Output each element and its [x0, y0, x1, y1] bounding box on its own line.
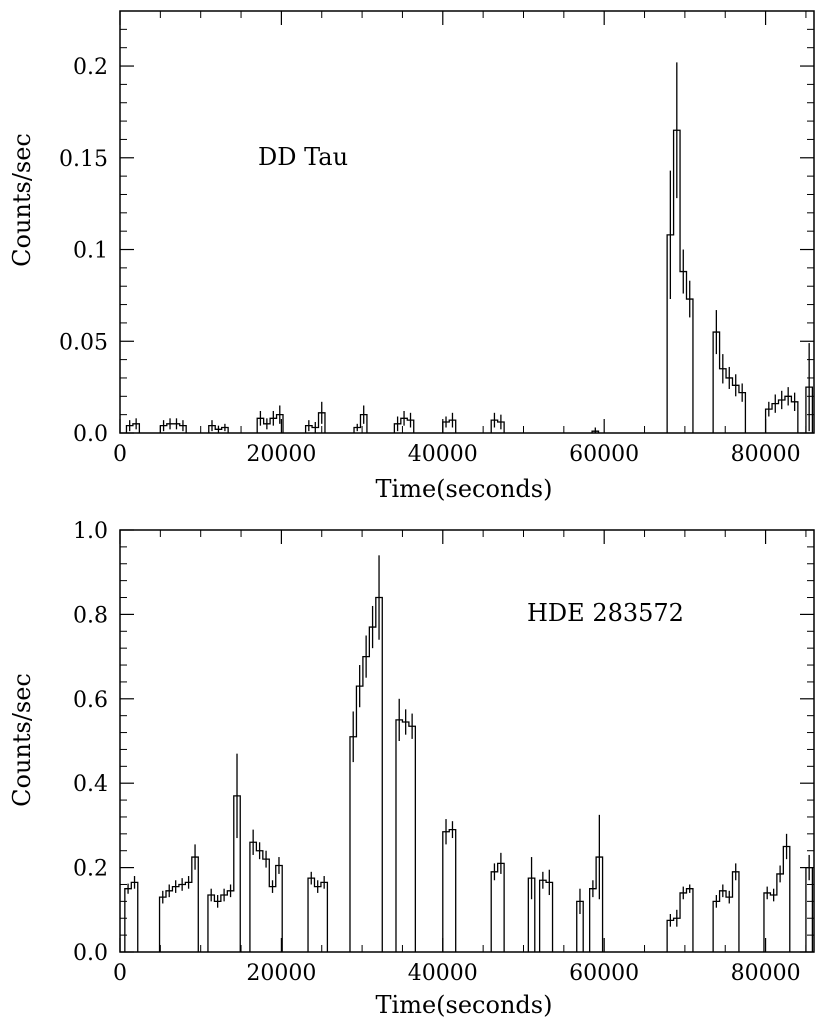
- step-segment: [207, 795, 241, 952]
- step-segment: [395, 719, 417, 952]
- y-tick-label: 0.2: [73, 857, 108, 882]
- step-segment: [712, 871, 740, 952]
- panel-dd-tau: 0 20000 40000 60000 80000 0.0 0.05 0.1 0.15 0.2 D…: [8, 10, 815, 503]
- step-segment: [442, 419, 457, 433]
- x-tick-label: 80000: [731, 442, 801, 467]
- x-tick-label: 60000: [569, 442, 639, 467]
- source-label: HDE 283572: [527, 599, 684, 627]
- x-tick-label: 0: [113, 442, 127, 467]
- x-tick-label: 80000: [731, 961, 801, 986]
- y-tick-label: 0.05: [59, 330, 108, 355]
- y-axis-label: Counts/sec: [8, 673, 36, 807]
- step-segment: [589, 856, 604, 952]
- source-label: DD Tau: [258, 143, 348, 171]
- x-axis-label: Time(seconds): [376, 475, 553, 503]
- step-segment: [124, 881, 139, 952]
- x-axis-label: Time(seconds): [376, 991, 553, 1019]
- panel-hde-283572: 0 20000 40000 60000 800000.00.20.40.60.81.0 …: [8, 519, 815, 1019]
- step-segment: [158, 856, 199, 952]
- y-tick-label: 0.15: [59, 147, 108, 172]
- y-tick-label: 0.1: [73, 239, 108, 264]
- x-tick-label: 40000: [408, 961, 478, 986]
- x-tick-label: 40000: [408, 442, 478, 467]
- x-tick-label: 0: [113, 961, 127, 986]
- y-tick-label: 0.8: [73, 603, 108, 628]
- step-segment: [125, 423, 141, 433]
- x-tick-label: 20000: [246, 442, 316, 467]
- tick-labels: 0 20000 40000 60000 80000 0.0 0.05 0.1 0.15 0.2: [59, 55, 801, 467]
- y-tick-label: 0.6: [73, 688, 108, 713]
- x-tick-label: 60000: [569, 961, 639, 986]
- light-curve: [124, 555, 814, 952]
- tick-marks: [119, 10, 814, 434]
- x-tick-label: 20000: [246, 961, 316, 986]
- y-tick-label: 0.0: [73, 422, 108, 447]
- step-segment: [442, 828, 457, 952]
- step-segment: [490, 419, 505, 433]
- y-tick-label: 1.0: [73, 519, 108, 544]
- step-segment: [490, 862, 505, 952]
- light-curve: [125, 62, 814, 433]
- step-segment: [159, 423, 187, 433]
- plot-frame: [119, 10, 815, 434]
- y-tick-label: 0.0: [73, 941, 108, 966]
- y-tick-label: 0.2: [73, 55, 108, 80]
- tick-labels: 0 20000 40000 60000 80000 0.0 0.2 0.4 0.6 0.8 1.0: [73, 519, 801, 986]
- step-segment: [538, 879, 554, 952]
- plot-frame: [119, 529, 815, 953]
- step-segment: [353, 414, 368, 433]
- y-axis-label: Counts/sec: [8, 133, 36, 267]
- y-tick-label: 0.4: [73, 772, 108, 797]
